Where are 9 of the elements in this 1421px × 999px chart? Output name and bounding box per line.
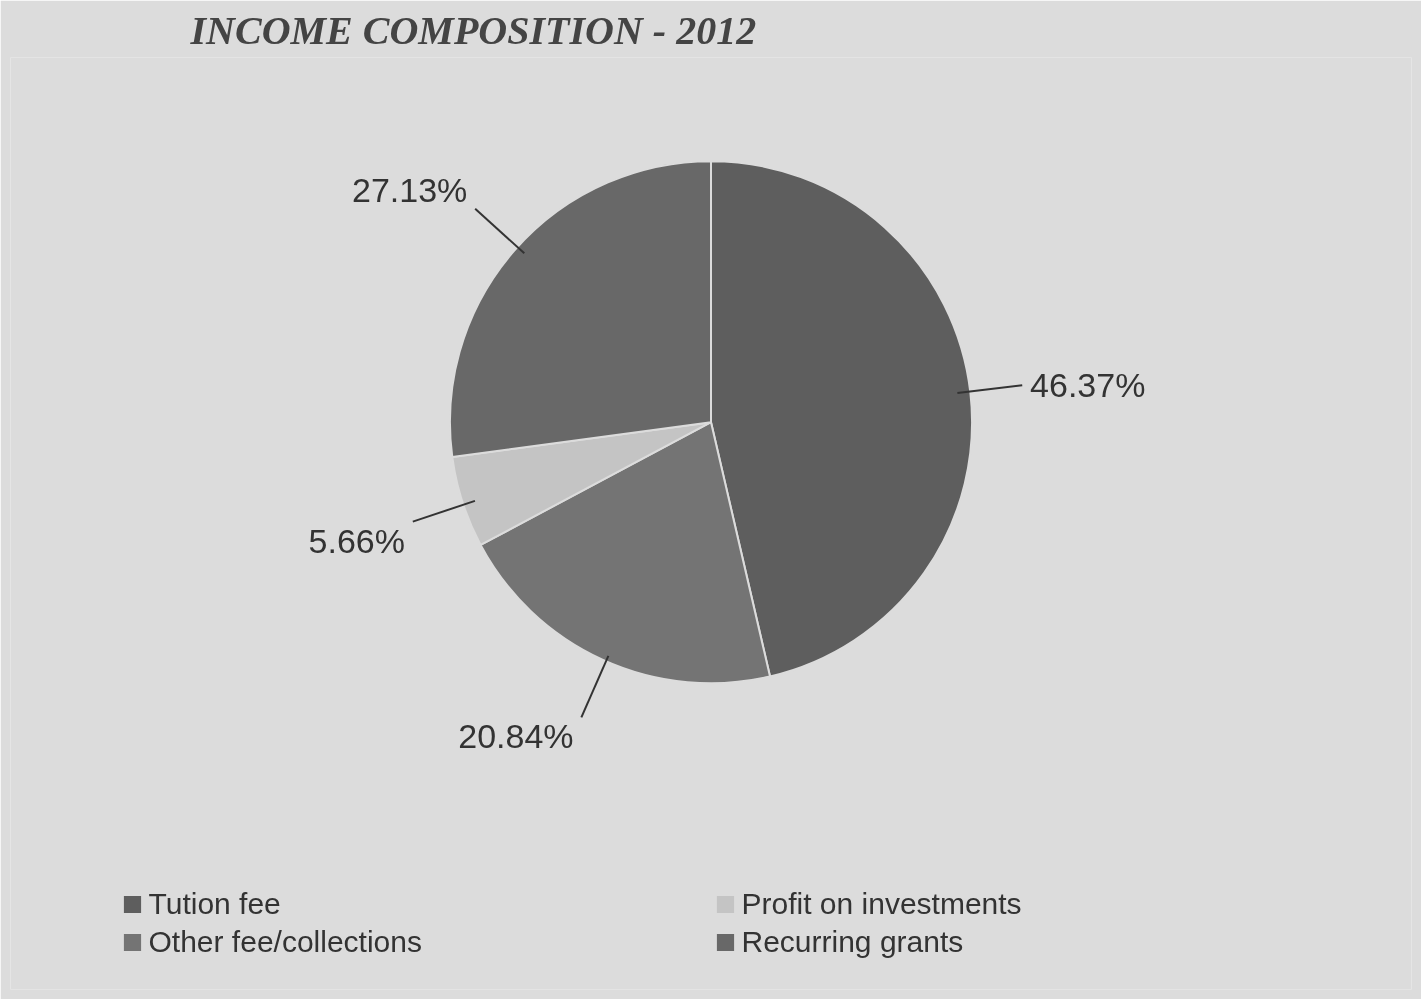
chart-title: INCOME COMPOSITION - 2012: [189, 7, 757, 53]
data-label: 27.13%: [352, 170, 468, 209]
data-label: 20.84%: [458, 717, 574, 756]
legend-label: Tution fee: [148, 887, 282, 921]
data-label: 46.37%: [1030, 366, 1146, 405]
legend-label: Recurring grants: [741, 925, 965, 959]
data-label: 5.66%: [308, 521, 405, 560]
legend-label: Other fee/collections: [148, 925, 423, 959]
legend-label: Profit on investments: [741, 887, 1023, 921]
